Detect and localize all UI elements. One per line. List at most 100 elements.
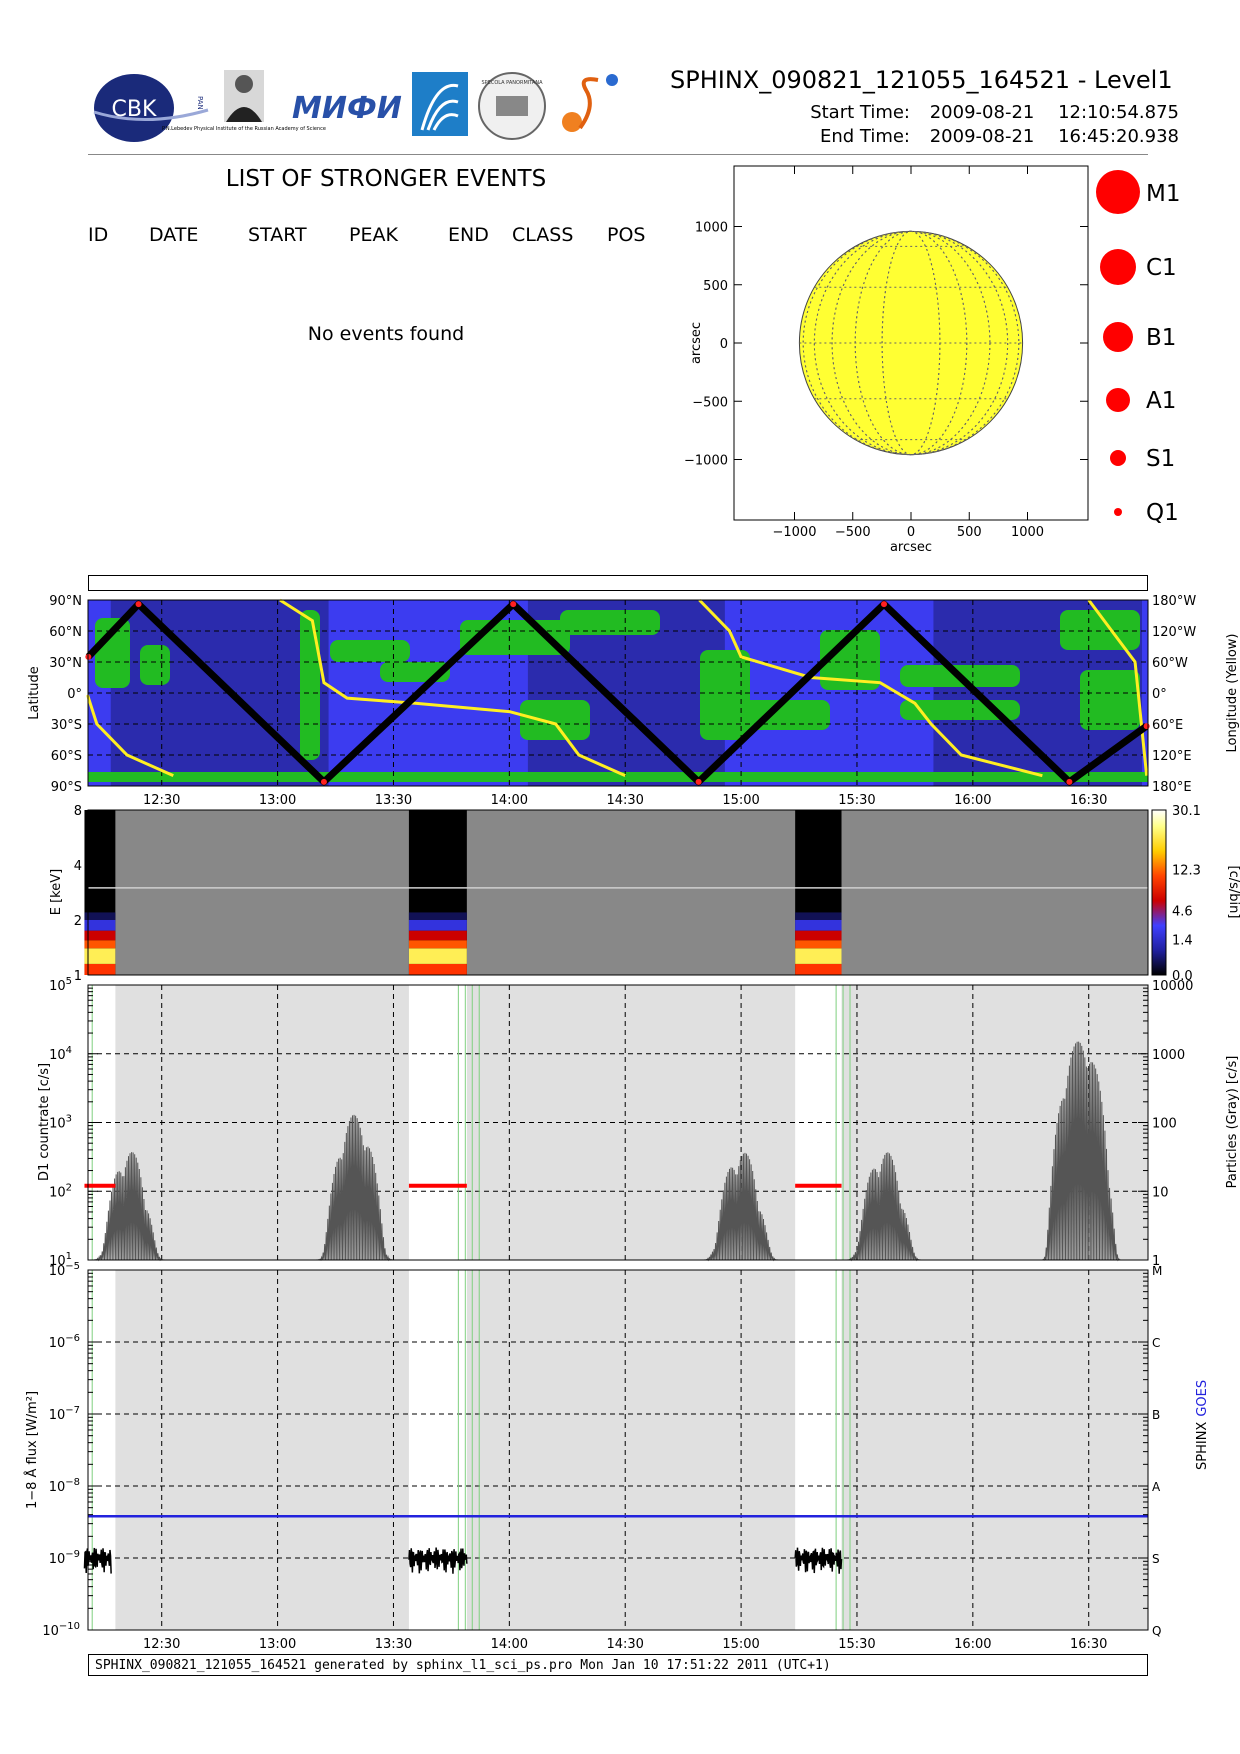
- countrate-tick: 102: [49, 1182, 72, 1200]
- lon-tick: 120°W: [1152, 625, 1196, 640]
- particles-tick-labels: 10000 1000 100 10 1: [1152, 979, 1193, 1269]
- orbit-region: [1080, 670, 1140, 730]
- time-tick: 15:30: [838, 793, 875, 808]
- countrate-ylabel: D1 countrate [c/s]: [37, 1063, 52, 1181]
- legend-s1: S1: [1110, 446, 1175, 472]
- orbit-track-marker: [510, 601, 517, 608]
- countrate-tick: 101: [49, 1251, 72, 1269]
- time-tick: 14:00: [491, 793, 528, 808]
- time-tick: 13:00: [259, 793, 296, 808]
- lat-tick: 90°S: [51, 780, 82, 795]
- observatory-seal-logo: SPECOLA PANORMITANA: [478, 72, 546, 140]
- flux-tick-labels: 10−5 10−6 10−7 10−8 10−9 10−10: [42, 1261, 80, 1639]
- colorbar-tick-labels: 30.1 12.3 4.6 1.4 0.0: [1172, 804, 1201, 984]
- legend-dot: [1110, 450, 1126, 466]
- end-time-row: End Time: 2009-08-21 16:45:20.938: [819, 126, 1179, 147]
- colorbar-tick: 12.3: [1172, 864, 1201, 879]
- report-title: SPHINX_090821_121055_164521 - Level1: [670, 66, 1173, 94]
- spectrum-band: [84, 930, 116, 941]
- sphinx-flux: [794, 1547, 843, 1574]
- particle-burst: [88, 1152, 170, 1262]
- iki-logo: [412, 72, 468, 136]
- svg-text:M1: M1: [1146, 181, 1180, 207]
- energy-tick: 8: [74, 804, 82, 819]
- lat-tick: 30°S: [51, 718, 82, 733]
- countrate-panel: [84, 984, 1149, 1262]
- sun-xtick: 1000: [1011, 525, 1044, 540]
- flux-ylabel: 1−8 Å flux [W/m²]: [24, 1391, 40, 1509]
- sun-ytick: −1000: [684, 454, 728, 469]
- time-tick: 13:30: [375, 793, 412, 808]
- longitude-curve: [1087, 599, 1149, 776]
- flux-right-label: SPHINXGOES: [1195, 1380, 1210, 1470]
- energy-tick: 4: [74, 859, 82, 874]
- particle-burst: [1038, 1041, 1125, 1262]
- lon-tick: 180°E: [1152, 780, 1192, 795]
- spectrum-band: [84, 912, 116, 920]
- countrate-tick: 103: [49, 1114, 72, 1132]
- spectrum-band: [795, 940, 842, 949]
- header-divider: [88, 154, 1148, 155]
- particle-burst: [698, 1152, 785, 1262]
- legend-dot: [1103, 322, 1133, 352]
- colorbar-label: [c/s/bin]: [1226, 866, 1240, 919]
- flux-tick: 10−10: [42, 1621, 80, 1639]
- lon-tick: 180°W: [1152, 594, 1196, 609]
- spectrum-background: [88, 810, 1148, 975]
- longitude-curve: [698, 598, 1043, 778]
- colorbar-tick: 4.6: [1172, 904, 1193, 919]
- svg-text:S1: S1: [1146, 446, 1175, 472]
- flux-tick: 10−5: [49, 1261, 80, 1279]
- legend-b1: B1: [1103, 322, 1176, 352]
- particles-tick: 10000: [1152, 979, 1193, 994]
- particles-tick: 1000: [1152, 1048, 1185, 1063]
- flux-tick: 10−8: [49, 1477, 80, 1495]
- spectrum-band: [795, 948, 842, 964]
- orbit-track: [85, 600, 1149, 786]
- orbit-panel: [85, 598, 1150, 787]
- orbit-region: [140, 645, 170, 685]
- orbit-ylabel: Latitude: [27, 666, 42, 720]
- col-class: CLASS: [512, 224, 574, 246]
- spectrum-band: [795, 930, 842, 941]
- energy-tick-labels: 8 4 2 1: [74, 804, 82, 984]
- lon-tick: 120°E: [1152, 749, 1192, 764]
- longitude-curve: [279, 598, 626, 778]
- spectrum-band: [408, 912, 467, 920]
- svg-text:МИФИ: МИФИ: [292, 91, 402, 126]
- time-tick: 13:00: [259, 1637, 296, 1650]
- orbit-track-marker: [881, 601, 888, 608]
- sun-ytick: −500: [692, 395, 728, 410]
- legend-a1: A1: [1106, 388, 1176, 414]
- legend-dot: [1114, 508, 1122, 516]
- time-tick: 15:00: [722, 1637, 759, 1650]
- time-tick: 16:00: [954, 1637, 991, 1650]
- energy-tick: 1: [74, 969, 82, 984]
- event-bar: [88, 575, 1148, 591]
- time-tick: 14:30: [606, 793, 643, 808]
- svg-text:Q1: Q1: [1146, 500, 1179, 526]
- col-date: DATE: [149, 224, 199, 246]
- spectrum-band: [84, 920, 116, 931]
- particle-burst: [312, 1114, 399, 1262]
- spectrum-band: [408, 940, 467, 949]
- orbit-region: [330, 640, 410, 662]
- sun-ytick: 500: [703, 279, 728, 294]
- orbit-south-band: [88, 772, 1148, 782]
- legend-dot: [1100, 249, 1136, 285]
- class-tick-labels: M C B A S Q: [1152, 1264, 1162, 1638]
- orbit-region: [820, 630, 880, 690]
- time-tick: 15:00: [722, 793, 759, 808]
- spectrum-band: [84, 940, 116, 949]
- footer: SPHINX_090821_121055_164521 generated by…: [88, 1654, 1148, 1676]
- spectrum-band: [408, 948, 467, 964]
- spectrum-band: [408, 963, 467, 975]
- svg-text:P.N.Lebedev Physical Institute: P.N.Lebedev Physical Institute of the Ru…: [162, 126, 326, 132]
- sun-xtick: −1000: [773, 525, 817, 540]
- spectrum-band: [408, 920, 467, 931]
- lon-tick-labels: 180°W 120°W 60°W 0° 60°E 120°E 180°E: [1152, 594, 1196, 795]
- svg-text:CBK: CBK: [112, 97, 157, 122]
- orbit-region: [700, 650, 750, 740]
- col-peak: PEAK: [349, 224, 398, 246]
- time-tick: 16:30: [1070, 1637, 1107, 1650]
